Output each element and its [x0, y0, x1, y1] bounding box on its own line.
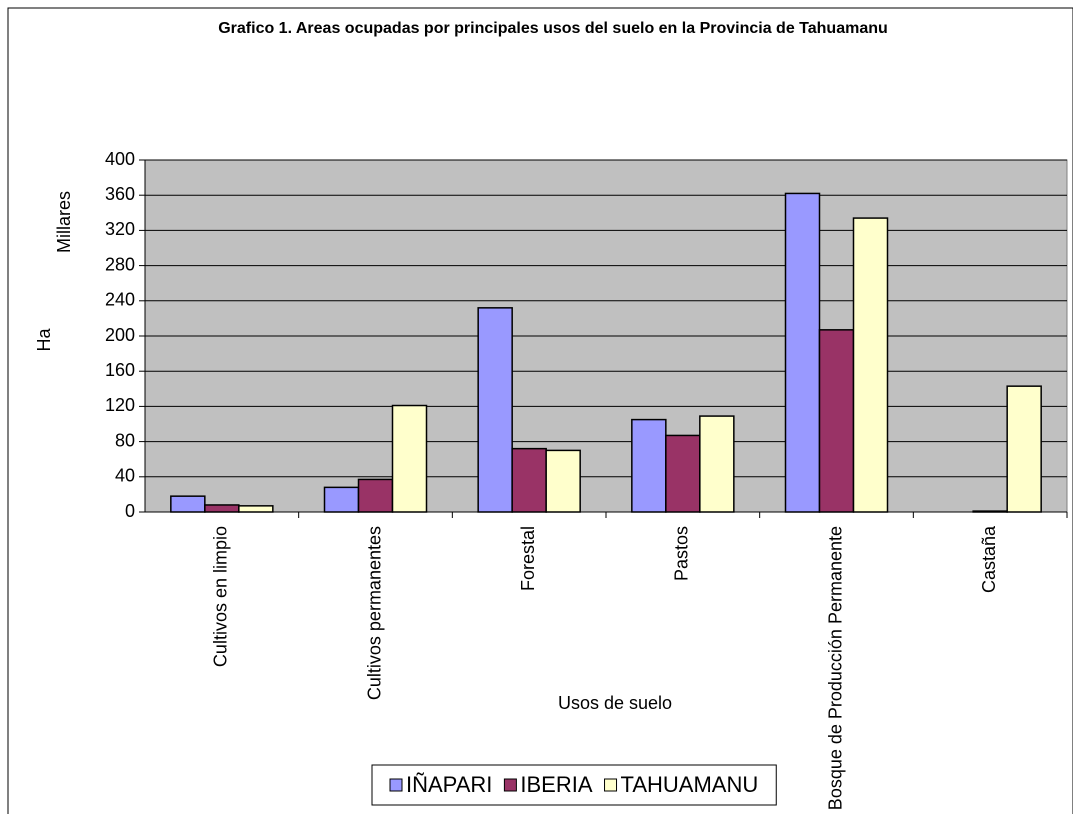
y-tick-label: 120 [105, 395, 135, 415]
bar [357, 478, 394, 513]
y-tick-label: 160 [105, 360, 135, 380]
x-tick-label: Pastos [672, 526, 692, 581]
bar [972, 510, 1008, 513]
y-tick-label: 400 [105, 149, 135, 169]
bar [631, 418, 667, 513]
bar [238, 505, 274, 513]
y-tick-label: 40 [115, 466, 135, 486]
y-axis-label: Ha [34, 328, 54, 352]
x-tick-label: Bosque de Producción Permanente [825, 526, 845, 810]
bar [323, 486, 360, 513]
legend-label: TAHUAMANU [621, 772, 759, 797]
legend-label: IBERIA [520, 772, 592, 797]
chart-title: Grafico 1. Areas ocupadas por principale… [218, 20, 888, 37]
y-tick-label: 320 [105, 219, 135, 239]
bar [852, 217, 889, 513]
bar [818, 329, 855, 513]
bar [511, 447, 547, 513]
y-tick-label: 80 [115, 430, 135, 450]
y-tick-label: 280 [105, 254, 135, 274]
chart-border [7, 7, 1073, 814]
y-tick-label: 0 [125, 501, 135, 521]
x-axis-label: Usos de suelo [558, 693, 672, 713]
x-tick-label: Cultivos permanentes [364, 526, 384, 700]
legend-swatch [503, 778, 517, 792]
bar [699, 415, 735, 513]
y-tick-label: 240 [105, 290, 135, 310]
y-tick-label: 200 [105, 325, 135, 345]
bar [784, 192, 821, 513]
legend: IÑAPARI IBERIA TAHUAMANU [371, 764, 777, 806]
bar [477, 307, 513, 513]
x-tick-label: Cultivos en limpio [211, 526, 231, 667]
bar [204, 504, 240, 513]
bar [545, 449, 581, 513]
legend-swatch [604, 778, 618, 792]
bar [170, 495, 206, 513]
y-tick-label: 360 [105, 184, 135, 204]
y-axis-units: Millares [54, 191, 74, 253]
bar [1006, 385, 1042, 513]
x-tick-label: Forestal [518, 526, 538, 591]
x-tick-label: Castaña [979, 525, 999, 593]
bar [665, 434, 701, 513]
legend-swatch [389, 778, 403, 792]
legend-box [371, 764, 777, 806]
bar [391, 404, 428, 513]
legend-label: IÑAPARI [406, 772, 492, 797]
